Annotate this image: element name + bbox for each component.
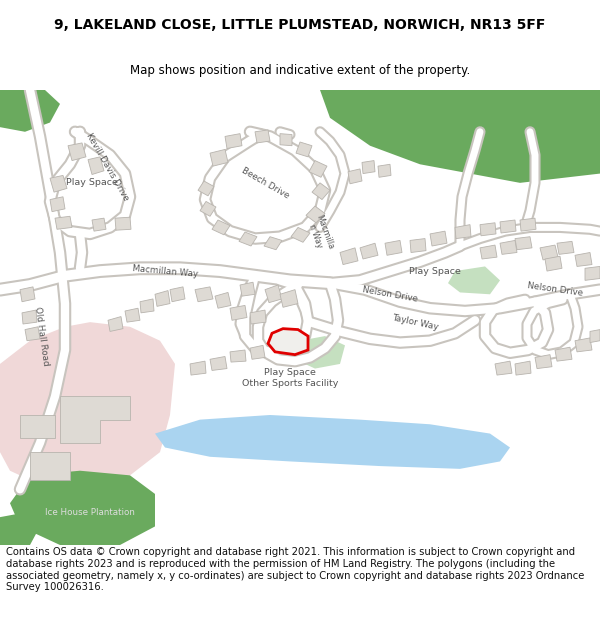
Polygon shape [500,241,517,254]
Polygon shape [410,239,426,252]
Polygon shape [240,282,255,296]
Polygon shape [198,181,214,196]
Polygon shape [575,253,592,266]
Text: Old Hall Road: Old Hall Road [34,306,50,366]
Polygon shape [50,176,67,192]
Polygon shape [312,183,330,199]
Polygon shape [480,245,497,259]
Polygon shape [0,322,175,489]
Polygon shape [320,90,600,183]
Text: Nelson Drive: Nelson Drive [527,281,583,298]
Polygon shape [88,157,104,174]
Polygon shape [296,142,312,157]
Polygon shape [170,287,185,302]
Polygon shape [530,90,600,136]
Polygon shape [0,90,60,132]
Polygon shape [295,336,345,369]
Polygon shape [210,356,227,371]
Text: Macmillan Way: Macmillan Way [132,264,198,278]
Polygon shape [515,237,532,250]
Polygon shape [264,237,282,250]
Polygon shape [225,134,242,149]
Polygon shape [280,289,298,308]
Polygon shape [155,415,510,469]
Polygon shape [20,287,35,302]
Polygon shape [545,256,562,271]
Polygon shape [215,292,231,308]
Polygon shape [448,266,500,294]
Polygon shape [265,285,282,302]
Polygon shape [309,161,327,177]
Polygon shape [455,224,471,239]
Polygon shape [520,218,536,231]
Polygon shape [268,329,308,354]
Polygon shape [575,338,592,352]
Polygon shape [500,220,516,233]
Polygon shape [10,471,155,545]
Polygon shape [515,361,531,375]
Polygon shape [555,348,572,361]
Polygon shape [190,361,206,375]
Polygon shape [430,231,447,246]
Text: 9, LAKELAND CLOSE, LITTLE PLUMSTEAD, NORWICH, NR13 5FF: 9, LAKELAND CLOSE, LITTLE PLUMSTEAD, NOR… [55,18,545,32]
Polygon shape [291,228,310,242]
Polygon shape [25,327,40,341]
Polygon shape [200,201,216,216]
Polygon shape [50,197,65,212]
Polygon shape [306,206,325,222]
Polygon shape [108,317,123,331]
Polygon shape [55,216,72,229]
Polygon shape [480,222,496,236]
Polygon shape [125,308,140,322]
Polygon shape [280,134,292,146]
Text: Play Space: Play Space [409,267,461,276]
Polygon shape [495,361,512,375]
Polygon shape [140,299,154,313]
Polygon shape [378,164,391,177]
Polygon shape [155,291,170,306]
Text: Contains OS data © Crown copyright and database right 2021. This information is : Contains OS data © Crown copyright and d… [6,548,584,592]
Text: Kevill Davis Drive: Kevill Davis Drive [84,132,130,202]
Polygon shape [340,248,358,264]
Polygon shape [255,130,270,143]
Polygon shape [239,232,257,246]
Polygon shape [230,306,247,320]
Polygon shape [60,396,130,443]
Polygon shape [30,452,70,480]
Text: Macmilla
n Way: Macmilla n Way [305,214,335,254]
Polygon shape [22,310,37,324]
Polygon shape [360,243,378,259]
Polygon shape [348,169,362,184]
Polygon shape [362,161,375,174]
Text: Play Space: Play Space [66,178,118,187]
Text: Play Space
Other Sports Facility: Play Space Other Sports Facility [242,368,338,388]
Polygon shape [195,287,213,302]
Polygon shape [0,512,40,545]
Polygon shape [385,241,402,255]
Polygon shape [115,217,131,230]
Polygon shape [250,310,266,324]
Text: Ice House Plantation: Ice House Plantation [45,508,135,517]
Polygon shape [230,350,246,362]
Polygon shape [92,218,106,231]
Polygon shape [210,149,228,166]
Polygon shape [20,415,55,438]
Polygon shape [557,241,574,254]
Polygon shape [212,220,230,235]
Text: Map shows position and indicative extent of the property.: Map shows position and indicative extent… [130,64,470,77]
Text: Nelson Drive: Nelson Drive [362,285,418,304]
Polygon shape [250,346,265,359]
Polygon shape [585,266,600,281]
Polygon shape [540,245,558,260]
Text: Beech Drive: Beech Drive [239,166,290,200]
Polygon shape [590,329,600,342]
Text: Taylor Way: Taylor Way [391,313,439,331]
Polygon shape [535,354,552,369]
Polygon shape [68,143,86,161]
